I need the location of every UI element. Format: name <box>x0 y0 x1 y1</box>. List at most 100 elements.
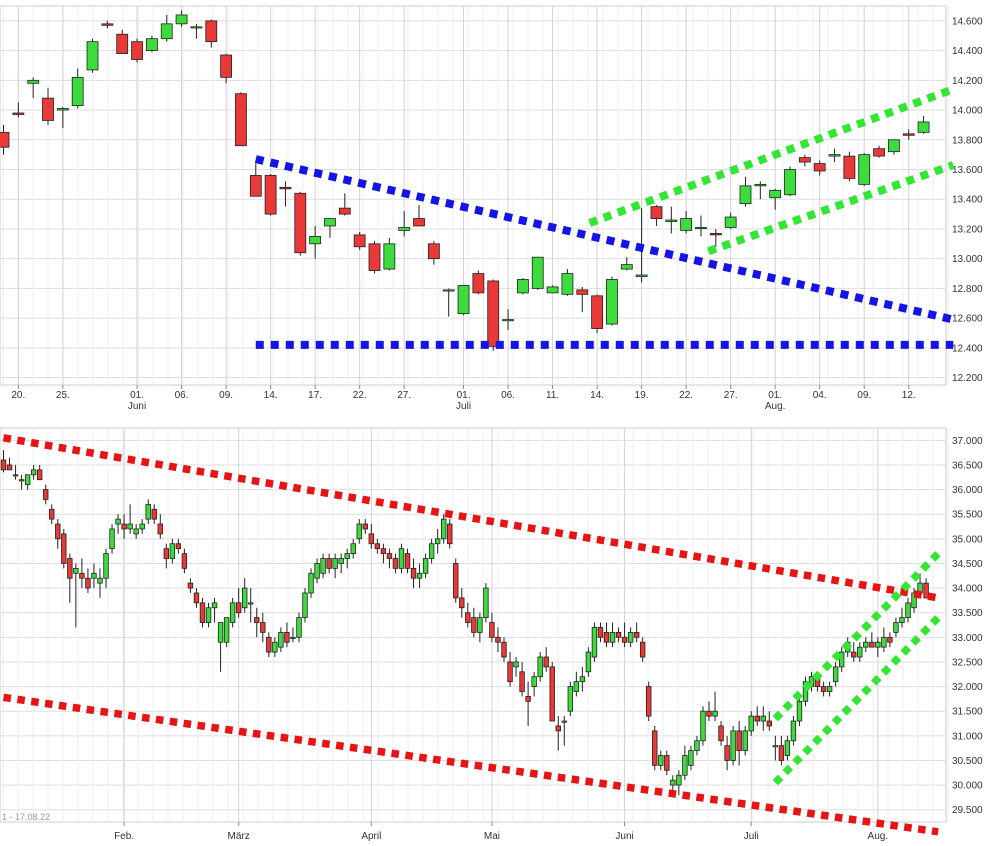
candle-body <box>844 156 855 178</box>
candle-body <box>906 603 911 618</box>
candle-body <box>68 559 73 579</box>
x-tick-label: 22. <box>679 390 693 401</box>
candle-body <box>291 637 296 638</box>
candle-body <box>417 573 422 578</box>
y-tick-label: 12.600 <box>952 314 983 325</box>
candle-body <box>574 682 579 692</box>
candle-body <box>610 632 615 642</box>
candle-body <box>710 233 721 234</box>
x-tick-label: 27. <box>724 390 738 401</box>
candle-body <box>636 275 647 276</box>
candle-body <box>140 524 145 529</box>
candle-body <box>666 220 677 221</box>
candle-body <box>526 696 531 701</box>
candle-body <box>128 524 133 529</box>
candle-body <box>399 227 410 230</box>
candle-body <box>357 524 362 539</box>
x-tick-label: 17. <box>308 390 322 401</box>
x-tick-label: 25. <box>56 390 70 401</box>
x-tick-label: Juni <box>615 831 633 842</box>
y-tick-label: 14.000 <box>952 106 983 117</box>
candle-body <box>749 716 754 731</box>
candle-body <box>435 539 440 544</box>
x-tick-label: 01. <box>457 390 471 401</box>
candle-body <box>117 34 128 53</box>
candle-body <box>882 637 887 647</box>
candle-body <box>484 588 489 618</box>
y-tick-label: 14.400 <box>952 46 983 57</box>
candle-body <box>339 559 344 564</box>
candle-body <box>580 677 585 682</box>
y-tick-label: 13.600 <box>952 165 983 176</box>
candle-body <box>369 244 380 271</box>
candle-body <box>859 155 870 185</box>
x-tick-label: 22. <box>353 390 367 401</box>
candle-body <box>473 274 484 293</box>
y-tick-label: 37.000 <box>952 436 983 447</box>
top-price-panel: 12.20012.40012.60012.80013.00013.20013.4… <box>0 6 983 412</box>
candle-body <box>43 98 54 120</box>
candle-body <box>393 559 398 569</box>
candle <box>568 682 573 716</box>
candle-body <box>224 618 229 643</box>
candle-body <box>13 113 24 114</box>
candle-body <box>363 524 368 529</box>
candle-body <box>508 662 513 682</box>
candle-body <box>876 642 881 647</box>
candle-body <box>652 731 657 765</box>
candle-body <box>707 711 712 716</box>
candle-body <box>339 208 350 214</box>
candle-body <box>785 169 796 194</box>
candle-body <box>405 554 410 569</box>
candle-body <box>520 672 525 692</box>
candle-body <box>354 235 365 247</box>
candle-body <box>267 637 272 652</box>
candle-body <box>857 647 862 657</box>
candle-body <box>254 618 259 623</box>
candle-body <box>25 475 30 485</box>
candle-body <box>206 21 217 42</box>
candle-body <box>547 287 558 293</box>
candle-body <box>19 480 24 481</box>
candle-body <box>658 756 663 766</box>
candle-body <box>280 187 291 188</box>
candle-body <box>43 490 48 500</box>
candle <box>473 271 484 295</box>
candle-body <box>791 721 796 741</box>
x-tick-label: 14. <box>590 390 604 401</box>
candle-body <box>443 290 454 291</box>
y-tick-label: 30.000 <box>952 781 983 792</box>
candle-body <box>556 726 561 731</box>
candle-body <box>532 257 543 288</box>
candle-body <box>0 132 9 147</box>
candle-body <box>411 568 416 578</box>
candle-body <box>773 746 778 747</box>
candle-body <box>315 563 320 578</box>
candle-body <box>833 667 838 682</box>
candle-body <box>743 731 748 751</box>
candle-body <box>387 554 392 559</box>
candle-body <box>188 583 193 588</box>
candle-body <box>821 687 826 692</box>
candle-body <box>496 637 501 642</box>
y-tick-label: 33.500 <box>952 608 983 619</box>
candle-body <box>297 618 302 638</box>
candle <box>785 167 796 197</box>
candle-body <box>194 593 199 603</box>
candle-body <box>7 465 12 470</box>
candle-body <box>429 544 434 559</box>
candle-body <box>503 320 514 321</box>
x-month-label: Juni <box>128 401 146 412</box>
y-tick-label: 32.500 <box>952 657 983 668</box>
candle-body <box>86 578 91 588</box>
candle-body <box>369 534 374 544</box>
candle <box>592 294 603 333</box>
candle-body <box>814 164 825 171</box>
candle-body <box>273 642 278 652</box>
candle-body <box>827 687 832 692</box>
candle-body <box>104 554 109 579</box>
candle-body <box>586 652 591 672</box>
candle-body <box>98 578 103 583</box>
candle <box>369 241 380 274</box>
x-tick-label: Juli <box>744 831 759 842</box>
